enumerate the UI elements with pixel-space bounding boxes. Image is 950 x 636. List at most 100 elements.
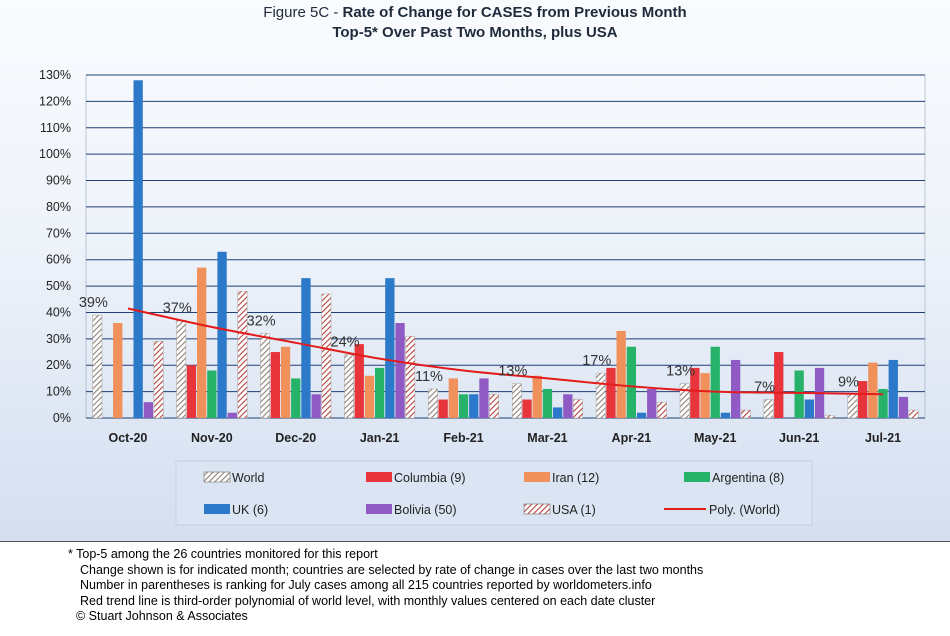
bar-iran bbox=[364, 375, 375, 418]
bar-argentina bbox=[626, 346, 636, 418]
bar-argentina bbox=[291, 378, 301, 418]
data-label: 13% bbox=[666, 364, 695, 380]
bar-world bbox=[92, 314, 103, 419]
trendline bbox=[127, 307, 884, 396]
legend-label: UK (6) bbox=[232, 503, 268, 517]
data-label: 11% bbox=[415, 369, 443, 385]
bar-bolivia bbox=[731, 359, 741, 418]
x-tick-label: May-21 bbox=[694, 431, 736, 445]
legend-box bbox=[175, 460, 813, 526]
bar-usa bbox=[573, 399, 583, 419]
y-tick-label: 120% bbox=[39, 94, 71, 108]
bar-world bbox=[595, 372, 606, 419]
y-tick-label: 30% bbox=[46, 332, 71, 346]
copyright: © Stuart Johnson & Associates bbox=[76, 609, 248, 623]
x-tick-label: Mar-21 bbox=[527, 431, 567, 445]
bar-argentina bbox=[542, 388, 553, 418]
bar-world bbox=[679, 383, 690, 419]
bar-world bbox=[260, 333, 271, 419]
legend-label: Argentina (8) bbox=[712, 471, 784, 485]
footnote-line: * Top-5 among the 26 countries monitored… bbox=[68, 547, 378, 561]
bar-iran bbox=[868, 362, 878, 418]
data-label: 39% bbox=[79, 295, 108, 311]
footnote-line: Red trend line is third-order polynomial… bbox=[80, 593, 656, 608]
bar-argentina bbox=[794, 370, 804, 418]
bar-world bbox=[428, 388, 438, 419]
trend-layer bbox=[127, 307, 884, 396]
bar-usa bbox=[908, 409, 919, 419]
bar-usa bbox=[405, 336, 416, 419]
x-tick-label: Oct-20 bbox=[108, 431, 147, 445]
x-tick-label: Nov-20 bbox=[191, 431, 233, 445]
chart-title-main: Rate of Change for CASES from Previous M… bbox=[342, 4, 687, 21]
bar-columbia bbox=[690, 367, 700, 418]
bar-columbia bbox=[354, 344, 364, 418]
chart-title-prefix: Figure 5C - bbox=[263, 4, 343, 21]
bar-world bbox=[176, 320, 187, 419]
y-tick-label: 130% bbox=[39, 68, 71, 82]
bar-bolivia bbox=[647, 388, 657, 418]
data-label: 17% bbox=[582, 353, 611, 369]
data-labels: 39% 37% 32% 24% 11% 13% 17% 13% 7% 9% bbox=[79, 295, 859, 395]
y-tick-label: 60% bbox=[46, 253, 71, 267]
bar-uk bbox=[217, 251, 227, 418]
y-tick-label: 90% bbox=[46, 174, 71, 188]
x-tick-label: Feb-21 bbox=[443, 431, 483, 445]
chart-subtitle: Top-5* Over Past Two Months, plus USA bbox=[0, 24, 950, 41]
bar-chart: 0% 10% 20% 30% 40% 50% 60% 70% 80% 90% 100% 110% 120… bbox=[39, 68, 926, 526]
bar-uk bbox=[301, 278, 311, 418]
bar-usa bbox=[321, 293, 332, 419]
bars bbox=[92, 80, 919, 419]
bar-argentina bbox=[878, 388, 888, 418]
y-tick-label: 100% bbox=[39, 147, 71, 161]
footnotes: * Top-5 among the 26 countries monitored… bbox=[0, 541, 950, 636]
footnote-line: Number in parentheses is ranking for Jul… bbox=[80, 578, 652, 592]
bar-usa bbox=[824, 415, 835, 419]
legend-label: Iran (12) bbox=[552, 471, 599, 485]
y-tick-label: 40% bbox=[46, 305, 71, 319]
x-tick-label: Apr-21 bbox=[612, 431, 652, 445]
data-label: 32% bbox=[247, 314, 276, 330]
data-label: 37% bbox=[163, 300, 192, 316]
chart-subtitle-text: Top-5* Over Past Two Months, plus USA bbox=[332, 24, 618, 41]
legend-swatch-argentina bbox=[684, 472, 710, 482]
y-tick-label: 10% bbox=[46, 385, 71, 399]
bar-bolivia bbox=[898, 396, 909, 418]
data-label: 9% bbox=[838, 374, 859, 390]
x-tick-label: Jan-21 bbox=[360, 431, 400, 445]
bar-world bbox=[512, 383, 522, 419]
x-tick-label: Jul-21 bbox=[865, 431, 901, 445]
bar-usa bbox=[153, 341, 164, 419]
legend-swatch-iran bbox=[524, 472, 550, 482]
bar-uk bbox=[385, 278, 395, 418]
chart-area: Figure 5C - Rate of Change for CASES fro… bbox=[0, 0, 950, 541]
legend-swatch-uk bbox=[204, 504, 230, 514]
bar-iran bbox=[113, 323, 123, 418]
chart-title: Figure 5C - Rate of Change for CASES fro… bbox=[0, 4, 950, 21]
bar-columbia bbox=[270, 352, 280, 418]
bar-uk bbox=[469, 394, 479, 418]
y-tick-label: 80% bbox=[46, 200, 71, 214]
legend-swatch-world bbox=[203, 471, 231, 483]
bar-usa bbox=[741, 409, 751, 419]
data-label: 7% bbox=[754, 380, 775, 396]
bar-uk bbox=[888, 359, 898, 418]
bar-iran bbox=[700, 373, 710, 418]
legend-label: Columbia (9) bbox=[394, 471, 466, 485]
bar-iran bbox=[616, 330, 626, 418]
bar-argentina bbox=[375, 367, 385, 418]
bar-iran bbox=[532, 375, 542, 418]
y-tick-label: 70% bbox=[46, 226, 71, 240]
bar-world bbox=[763, 399, 774, 419]
bar-iran bbox=[280, 346, 291, 418]
y-tick-label: 50% bbox=[46, 279, 71, 293]
bar-bolivia bbox=[563, 394, 573, 418]
legend-label: USA (1) bbox=[552, 503, 596, 517]
legend-swatch-usa bbox=[523, 503, 551, 515]
data-label: 24% bbox=[331, 335, 360, 351]
bar-bolivia bbox=[227, 412, 237, 418]
x-tick-label: Jun-21 bbox=[779, 431, 819, 445]
bar-usa bbox=[657, 401, 667, 419]
bar-columbia bbox=[438, 399, 448, 418]
legend-swatch-bolivia bbox=[366, 504, 392, 514]
